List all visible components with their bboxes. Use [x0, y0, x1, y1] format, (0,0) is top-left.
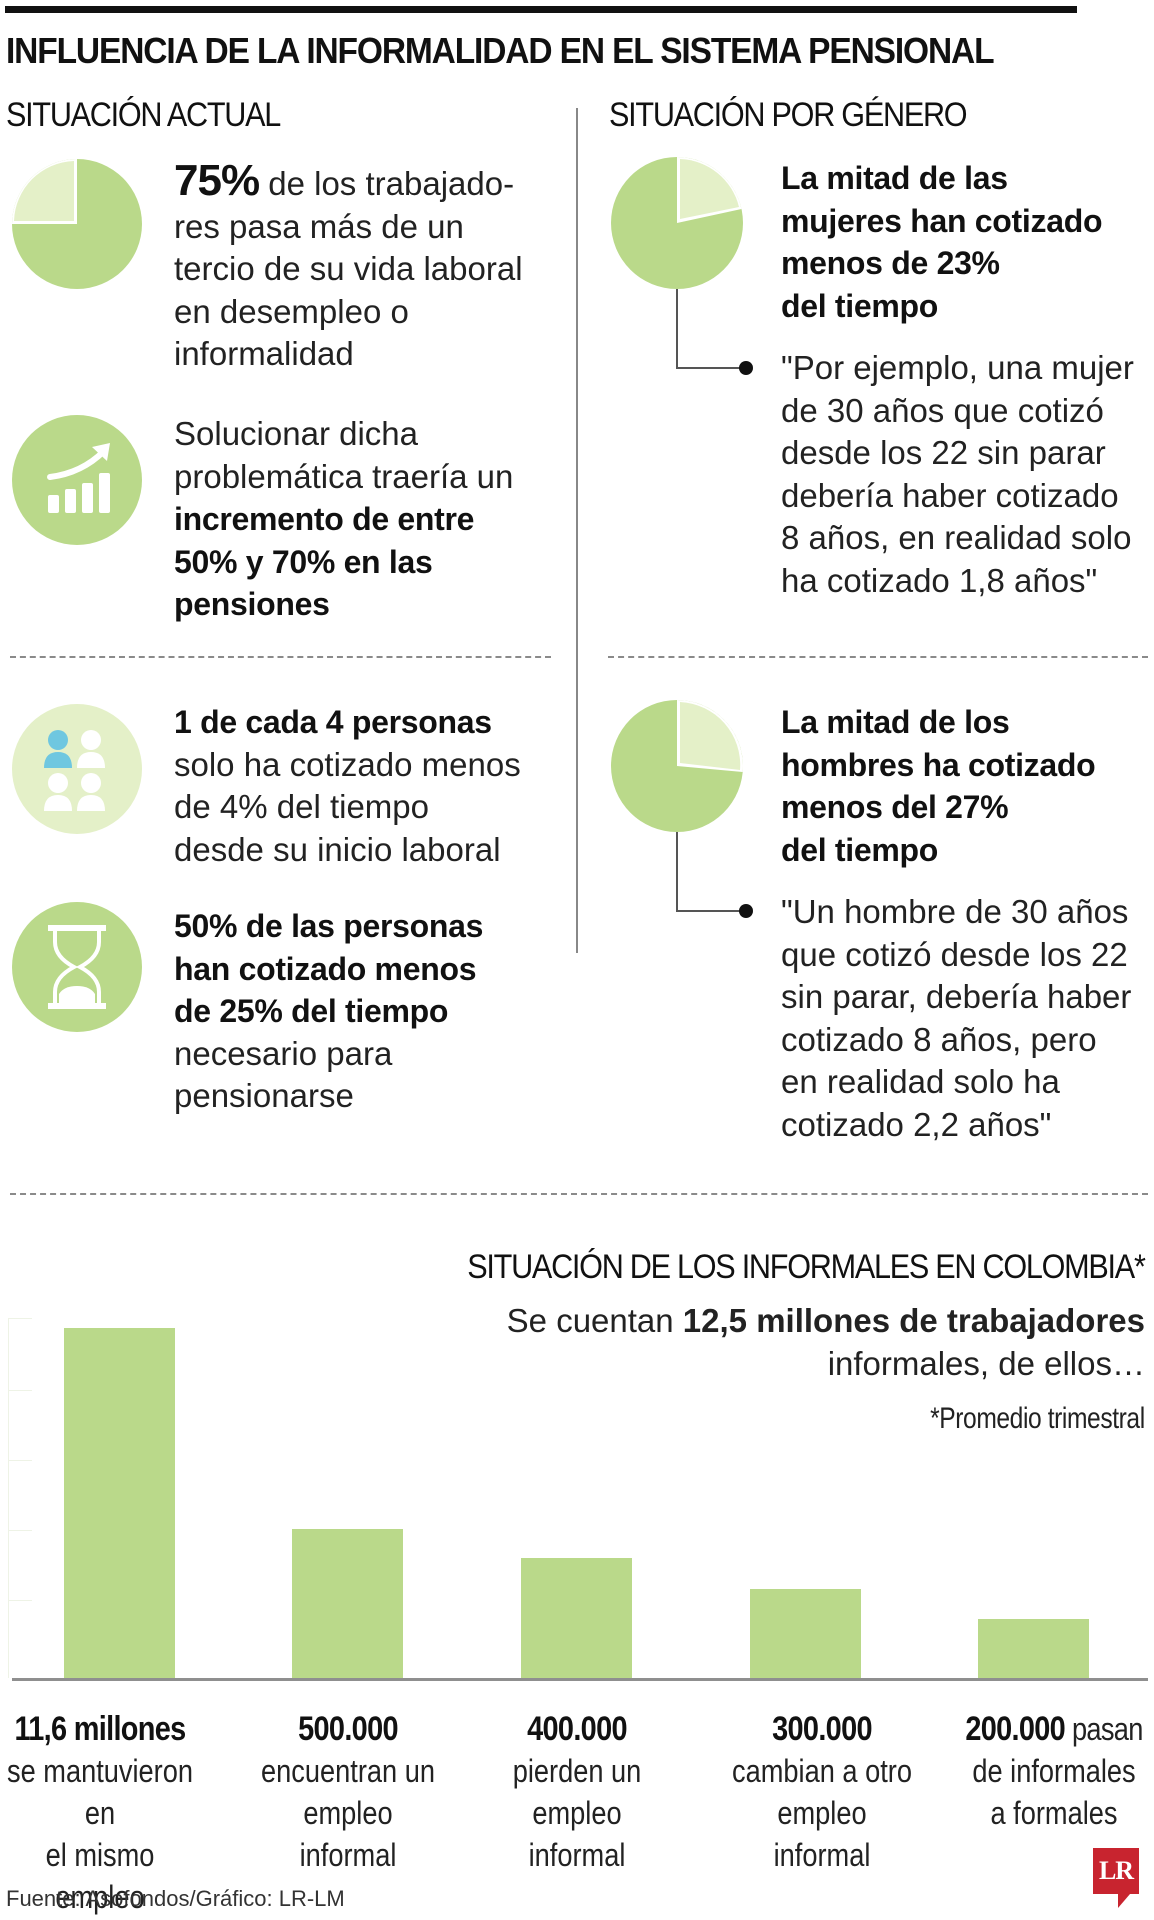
dashed-divider-right	[608, 656, 1148, 658]
gridline	[8, 1318, 9, 1678]
chart-baseline	[12, 1678, 1148, 1681]
bar-label: 300.000 cambian a otro empleo informal	[732, 1710, 912, 1873]
fifty-percent-block: 50% de las personas han cotizado menos d…	[174, 908, 484, 1114]
stat-workers-block: 75% de los trabajado- res pasa más de un…	[174, 156, 523, 373]
connector-line	[676, 289, 748, 369]
section-heading-current: SITUACIÓN ACTUAL	[6, 96, 281, 134]
gridline	[8, 1318, 32, 1319]
top-rule	[5, 6, 1077, 13]
section-heading-gender: SITUACIÓN POR GÉNERO	[609, 96, 968, 134]
women-stat-block: La mitad de las mujeres han cotizado men…	[781, 160, 1103, 324]
dashed-divider-left	[10, 656, 551, 658]
people-group-icon	[12, 704, 142, 834]
bar-label: 11,6 millones se mantuvieron en el mismo…	[7, 1710, 193, 1915]
chart-subtitle: Se cuentan 12,5 millones de trabajadores	[506, 1302, 1145, 1339]
men-stat-block: La mitad de los hombres ha cotizado meno…	[781, 704, 1096, 868]
gridline	[8, 1460, 32, 1461]
chart-note: *Promedio trimestral	[930, 1402, 1145, 1435]
column-divider	[576, 108, 578, 953]
page-title: INFLUENCIA DE LA INFORMALIDAD EN EL SIST…	[6, 30, 995, 71]
bar-to-formal	[978, 1619, 1089, 1679]
connector-line	[676, 832, 748, 912]
gridline	[8, 1600, 32, 1601]
lr-logo: LR	[1093, 1848, 1139, 1894]
bar-label: 400.000 pierden un empleo informal	[512, 1710, 642, 1873]
pie-chart-icon	[611, 700, 743, 832]
bullet-dot	[739, 904, 753, 918]
gridline	[8, 1390, 32, 1391]
men-quote: "Un hombre de 30 años que cotizó desde l…	[781, 893, 1132, 1143]
bar-change-informal	[750, 1589, 861, 1679]
dashed-divider-full	[10, 1193, 1148, 1195]
bar-label: 500.000 encuentran un empleo informal	[261, 1710, 435, 1873]
growth-chart-icon	[12, 415, 142, 545]
hourglass-icon	[12, 902, 142, 1032]
pie-chart-icon	[611, 157, 743, 289]
bar-label: 200.000 pasan de informales a formales	[965, 1710, 1143, 1831]
stat-highlight: 75%	[174, 156, 260, 205]
solution-block: Solucionar dicha problemática traería un…	[174, 415, 514, 622]
chart-subtitle-line2: informales, de ellos…	[827, 1345, 1145, 1382]
lr-logo-tail	[1118, 1894, 1130, 1908]
women-quote: "Por ejemplo, una mujer de 30 años que c…	[781, 349, 1134, 599]
bar-lose-informal	[521, 1558, 632, 1679]
source-credit: Fuente: Asofondos/Gráfico: LR-LM	[6, 1886, 345, 1911]
bullet-dot	[739, 361, 753, 375]
one-in-four-block: 1 de cada 4 personas solo ha cotizado me…	[174, 704, 521, 868]
chart-title: SITUACIÓN DE LOS INFORMALES EN COLOMBIA*	[467, 1248, 1147, 1286]
gridline	[8, 1530, 32, 1531]
pie-chart-icon	[12, 159, 142, 289]
bar-same-job	[64, 1328, 175, 1679]
bar-find-informal	[292, 1529, 403, 1679]
